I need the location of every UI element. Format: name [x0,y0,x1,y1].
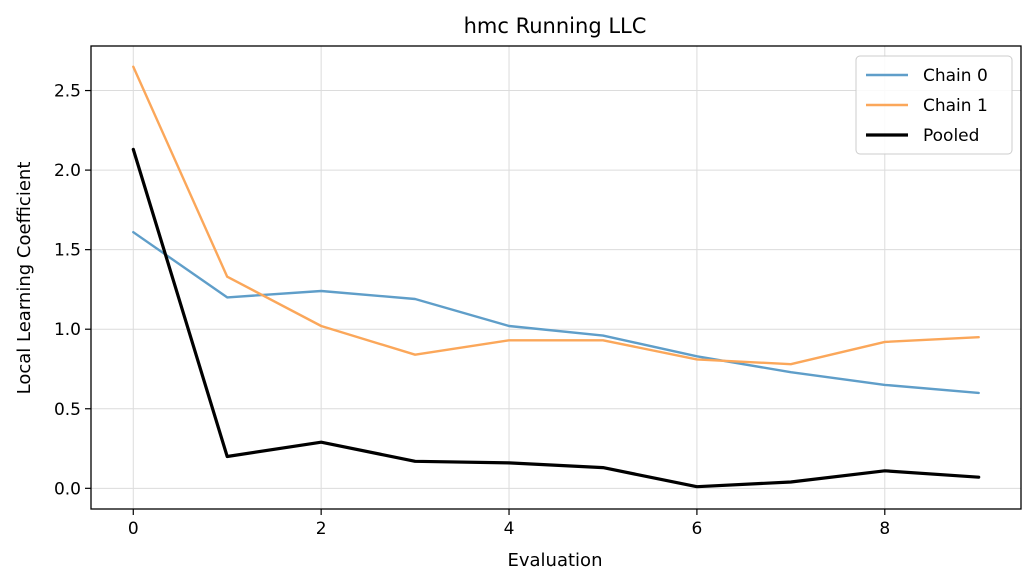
x-axis-label: Evaluation [508,550,603,571]
x-tick-label: 4 [504,519,515,539]
x-tick-label: 6 [691,519,702,539]
x-tick-label: 2 [316,519,327,539]
legend: Chain 0 Chain 1 Pooled [855,55,1013,155]
y-axis-label: Local Learning Coefficient [14,162,35,395]
x-tick-label: 8 [879,519,890,539]
series-layer [131,65,981,489]
legend-box [855,55,1013,155]
y-tick-label: 2.0 [54,161,81,181]
tick-layer: 0 2 4 6 8 0.0 0.5 1.0 1.5 2.0 2.5 [54,82,890,539]
y-tick-label: 0.0 [54,479,81,499]
y-tick-label: 1.5 [54,241,81,261]
chart-title: hmc Running LLC [464,14,647,38]
y-tick-label: 1.0 [54,320,81,340]
legend-label: Pooled [923,126,979,146]
legend-label: Chain 0 [923,66,988,86]
y-tick-label: 0.5 [54,400,81,420]
x-tick-label: 0 [128,519,139,539]
series-line-pooled [131,147,981,489]
legend-label: Chain 1 [923,96,988,116]
series-line-chain-1 [132,65,980,366]
y-tick-label: 2.5 [54,82,81,102]
plot-frame [90,45,1022,510]
series-line-chain-0 [132,230,980,395]
